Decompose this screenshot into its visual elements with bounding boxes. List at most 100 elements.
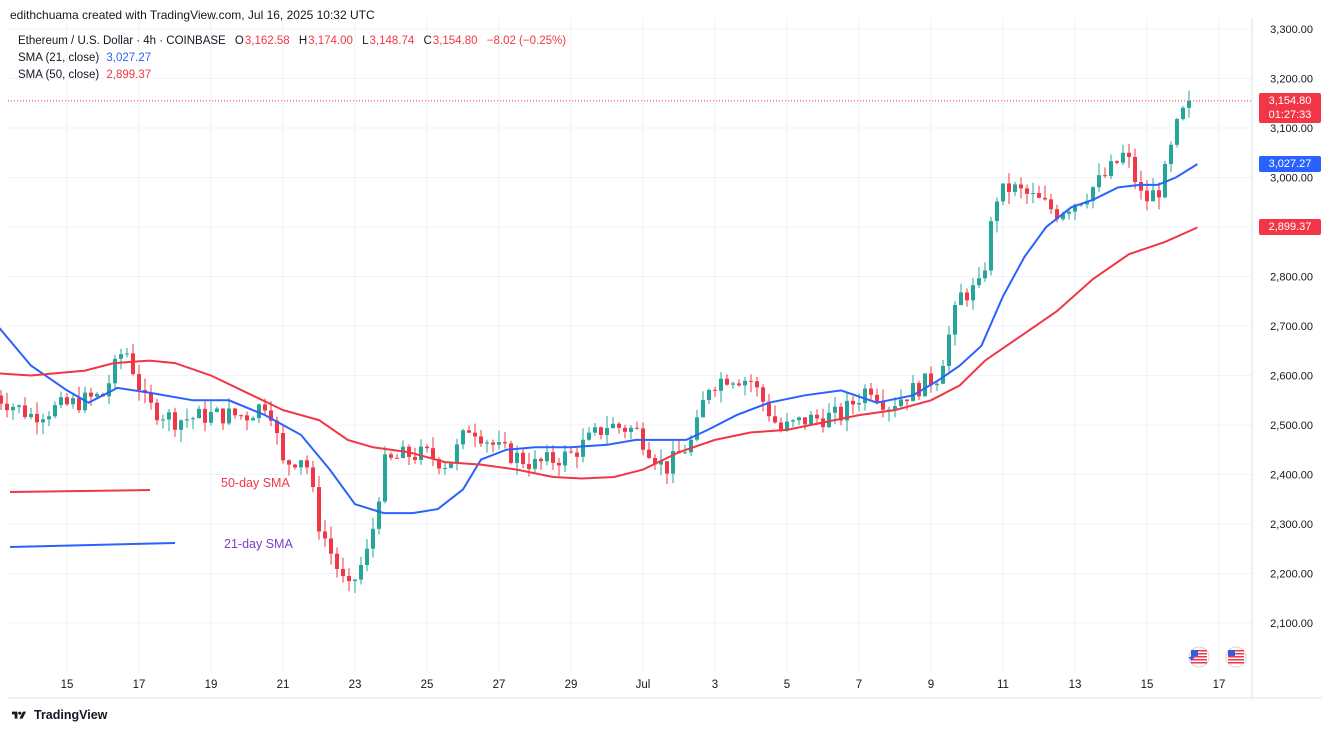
candle-body bbox=[371, 528, 375, 549]
candle-body bbox=[509, 443, 513, 463]
candle-body bbox=[437, 459, 441, 469]
time-tick-label: 13 bbox=[1069, 679, 1082, 691]
symbol-legend[interactable]: Ethereum / U.S. Dollar · 4h · COINBASE O… bbox=[18, 35, 566, 47]
candle-body bbox=[47, 416, 51, 420]
candle-body bbox=[251, 418, 255, 421]
candle-body bbox=[1067, 211, 1071, 214]
candle-body bbox=[545, 452, 549, 462]
candle-body bbox=[383, 454, 387, 502]
candle-body bbox=[347, 576, 351, 582]
candle-body bbox=[1145, 190, 1149, 202]
candle-body bbox=[515, 452, 519, 463]
candle-body bbox=[395, 457, 399, 459]
candle-body bbox=[293, 464, 297, 468]
candle-body bbox=[761, 387, 765, 402]
candle-body bbox=[473, 432, 477, 437]
candle-body bbox=[689, 439, 693, 453]
candle-body bbox=[839, 406, 843, 421]
candle-body bbox=[851, 400, 855, 405]
candle-body bbox=[629, 427, 633, 432]
candle-body bbox=[239, 415, 243, 417]
candle-body bbox=[989, 221, 993, 271]
sma50-legend[interactable]: SMA (50, close) 2,899.37 bbox=[18, 69, 151, 81]
candle-body bbox=[119, 354, 123, 359]
candle-body bbox=[1127, 152, 1131, 157]
time-axis[interactable]: 15 17 19 21 23 25 27 29 Jul 3 5 7 9 11 13 15 17 bbox=[61, 679, 1226, 691]
candle-body bbox=[449, 463, 453, 468]
candle-body bbox=[1163, 163, 1167, 198]
candle-body bbox=[959, 292, 963, 306]
candle-body bbox=[737, 383, 741, 386]
economic-event-icons[interactable]: ✦ bbox=[1187, 646, 1247, 668]
time-tick-label: 7 bbox=[856, 679, 862, 691]
tradingview-logo-icon bbox=[11, 711, 27, 719]
chart-grid bbox=[8, 18, 1322, 699]
candle-body bbox=[149, 392, 153, 403]
sma50-annotation: 50-day SMA bbox=[221, 476, 290, 490]
candle-body bbox=[743, 380, 747, 386]
tradingview-brand[interactable]: TradingView bbox=[10, 708, 107, 722]
sma21-annotation: 21-day SMA bbox=[224, 537, 293, 551]
candle-body bbox=[59, 397, 63, 406]
candle-body bbox=[191, 418, 195, 420]
sma21-legend[interactable]: SMA (21, close) 3,027.27 bbox=[18, 52, 151, 64]
candle-body bbox=[587, 432, 591, 440]
candle-body bbox=[425, 446, 429, 449]
time-tick-label: 23 bbox=[349, 679, 362, 691]
candle-body bbox=[41, 419, 45, 423]
candle-body bbox=[923, 373, 927, 397]
candle-body bbox=[353, 579, 357, 582]
symbol-name: Ethereum / U.S. Dollar · 4h · COINBASE bbox=[18, 35, 226, 47]
candle-body bbox=[245, 415, 249, 421]
candle-body bbox=[1037, 193, 1041, 198]
candle-body bbox=[599, 427, 603, 436]
candle-body bbox=[161, 419, 165, 421]
candle-body bbox=[11, 406, 15, 411]
close-label: C bbox=[423, 35, 432, 47]
candle-body bbox=[125, 353, 129, 355]
price-tick-label: 2,200.00 bbox=[1270, 569, 1313, 581]
bar-countdown: 01:27:33 bbox=[1268, 108, 1312, 121]
candle-body bbox=[311, 467, 315, 488]
candle-body bbox=[827, 412, 831, 428]
us-flag-event-icon[interactable] bbox=[1188, 646, 1210, 668]
candle-body bbox=[419, 446, 423, 460]
candle-body bbox=[53, 405, 57, 417]
candle-body bbox=[941, 365, 945, 384]
candle-body bbox=[341, 568, 345, 577]
candle-body bbox=[299, 460, 303, 468]
candle-body bbox=[623, 427, 627, 432]
us-flag-event-icon[interactable] bbox=[1225, 646, 1247, 668]
brand-name: TradingView bbox=[34, 708, 108, 722]
candle-body bbox=[995, 201, 999, 222]
candle-body bbox=[209, 411, 213, 423]
time-tick-label: 9 bbox=[928, 679, 934, 691]
candle-body bbox=[1103, 175, 1107, 177]
candle-body bbox=[1109, 161, 1113, 177]
candle-body bbox=[1025, 188, 1029, 194]
candle-body bbox=[1031, 193, 1035, 195]
sma50-value: 2,899.37 bbox=[106, 69, 152, 81]
candle-body bbox=[1097, 175, 1101, 188]
candle-body bbox=[263, 404, 267, 411]
candle-body bbox=[713, 389, 717, 391]
candle-body bbox=[71, 398, 75, 405]
time-tick-label: 19 bbox=[205, 679, 218, 691]
candle-body bbox=[905, 399, 909, 402]
candle-body bbox=[215, 408, 219, 412]
candle-body bbox=[521, 452, 525, 465]
candle-body bbox=[935, 383, 939, 386]
candle-body bbox=[491, 442, 495, 445]
candle-body bbox=[1133, 156, 1137, 183]
candle-body bbox=[731, 383, 735, 385]
candle-body bbox=[983, 270, 987, 279]
candle-body bbox=[467, 430, 471, 433]
candle-body bbox=[593, 427, 597, 433]
candle-body bbox=[911, 383, 915, 402]
sma21-price-tag: 3,027.27 bbox=[1259, 156, 1321, 172]
sma50-line bbox=[0, 226, 1198, 480]
candle-body bbox=[659, 461, 663, 465]
candle-body bbox=[329, 538, 333, 554]
candle-body bbox=[755, 381, 759, 388]
